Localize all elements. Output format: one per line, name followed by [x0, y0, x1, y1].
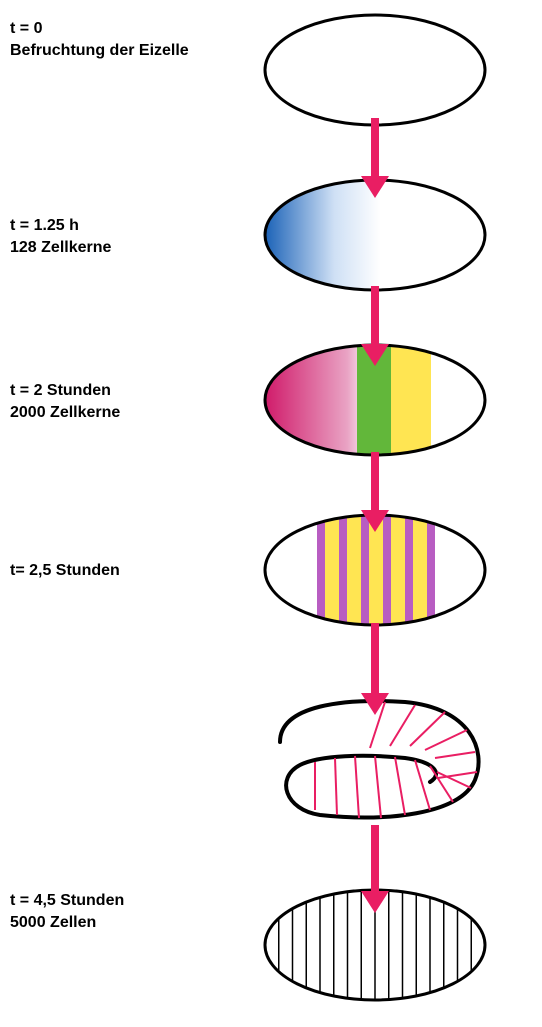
stage-label-3: t= 2,5 Stunden	[10, 560, 120, 582]
stage-label-line1: t = 0	[10, 18, 189, 40]
stage-label-line2: 128 Zellkerne	[10, 237, 111, 259]
stage-label-line2: Befruchtung der Eizelle	[10, 40, 189, 62]
stage-label-2: t = 2 Stunden2000 Zellkerne	[10, 380, 120, 423]
stage-label-line2: 5000 Zellen	[10, 912, 124, 934]
stage-label-0: t = 0Befruchtung der Eizelle	[10, 18, 189, 61]
stage-label-line2: 2000 Zellkerne	[10, 402, 120, 424]
stage-label-line1: t = 2 Stunden	[10, 380, 120, 402]
stage-label-1: t = 1.25 h128 Zellkerne	[10, 215, 111, 258]
stage-label-line1: t = 4,5 Stunden	[10, 890, 124, 912]
stage-label-line1: t= 2,5 Stunden	[10, 560, 120, 582]
stage-label-5: t = 4,5 Stunden5000 Zellen	[10, 890, 124, 933]
stage-label-line1: t = 1.25 h	[10, 215, 111, 237]
